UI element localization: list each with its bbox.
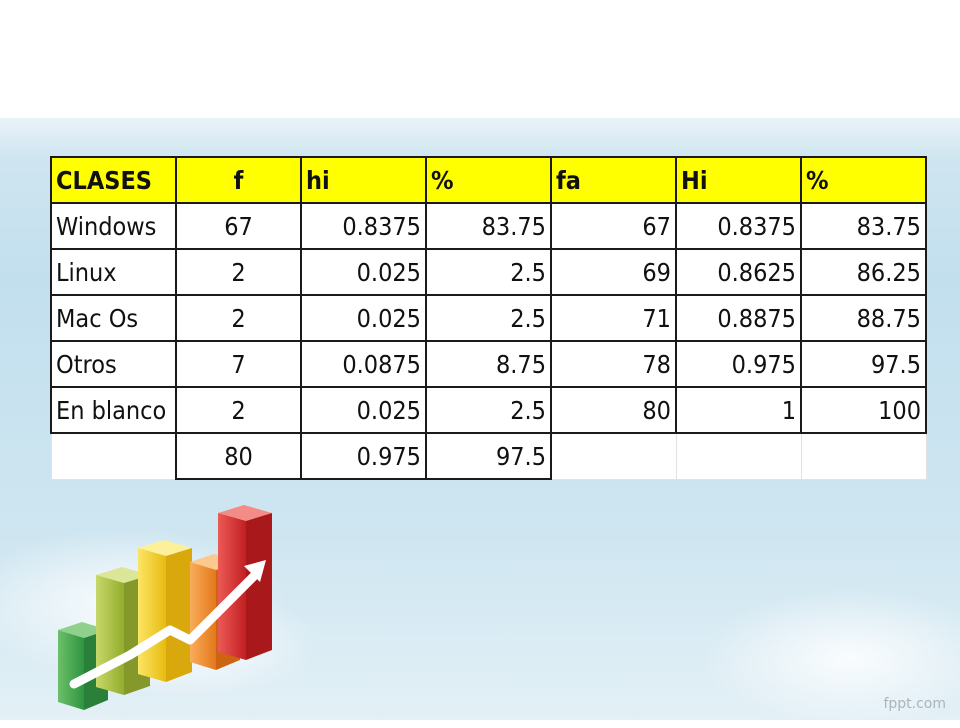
blank-cell (550, 432, 677, 480)
value-cell: 2.5 (425, 386, 552, 434)
header-cell: f (175, 156, 302, 204)
frequency-table: CLASES f hi % fa Hi % Windows 67 0.8375 … (50, 156, 927, 480)
value-cell: 69 (550, 248, 677, 296)
value-cell: 0.975 (675, 340, 802, 388)
blank-cell (800, 432, 927, 480)
value-cell: 0.025 (300, 248, 427, 296)
value-cell: 2 (175, 386, 302, 434)
blank-cell (50, 432, 177, 480)
header-cell: % (425, 156, 552, 204)
value-cell: 2.5 (425, 294, 552, 342)
class-cell: Windows (50, 202, 177, 250)
table-header-row: CLASES f hi % fa Hi % (50, 156, 927, 204)
header-cell: CLASES (50, 156, 177, 204)
blank-cell (675, 432, 802, 480)
total-cell: 80 (175, 432, 302, 480)
value-cell: 0.8375 (300, 202, 427, 250)
totals-row: 80 0.975 97.5 (50, 432, 927, 480)
value-cell: 2 (175, 294, 302, 342)
value-cell: 2 (175, 248, 302, 296)
value-cell: 71 (550, 294, 677, 342)
value-cell: 0.8625 (675, 248, 802, 296)
watermark: fppt.com (883, 696, 946, 712)
cloud (60, 588, 320, 698)
class-cell: Otros (50, 340, 177, 388)
value-cell: 2.5 (425, 248, 552, 296)
header-cell: hi (300, 156, 427, 204)
class-cell: Mac Os (50, 294, 177, 342)
total-cell: 97.5 (425, 432, 552, 480)
value-cell: 83.75 (425, 202, 552, 250)
value-cell: 67 (550, 202, 677, 250)
value-cell: 100 (800, 386, 927, 434)
value-cell: 67 (175, 202, 302, 250)
header-cell: fa (550, 156, 677, 204)
table-row: Otros 7 0.0875 8.75 78 0.975 97.5 (50, 340, 927, 388)
class-cell: En blanco (50, 386, 177, 434)
header-cell: % (800, 156, 927, 204)
header-cell: Hi (675, 156, 802, 204)
value-cell: 7 (175, 340, 302, 388)
table-row: Windows 67 0.8375 83.75 67 0.8375 83.75 (50, 202, 927, 250)
value-cell: 97.5 (800, 340, 927, 388)
value-cell: 80 (550, 386, 677, 434)
value-cell: 0.0875 (300, 340, 427, 388)
table-row: Mac Os 2 0.025 2.5 71 0.8875 88.75 (50, 294, 927, 342)
cloud (700, 588, 960, 728)
value-cell: 0.025 (300, 294, 427, 342)
value-cell: 0.8375 (675, 202, 802, 250)
table-row: En blanco 2 0.025 2.5 80 1 100 (50, 386, 927, 434)
class-cell: Linux (50, 248, 177, 296)
total-cell: 0.975 (300, 432, 427, 480)
table-row: Linux 2 0.025 2.5 69 0.8625 86.25 (50, 248, 927, 296)
value-cell: 8.75 (425, 340, 552, 388)
value-cell: 86.25 (800, 248, 927, 296)
value-cell: 0.025 (300, 386, 427, 434)
value-cell: 83.75 (800, 202, 927, 250)
value-cell: 1 (675, 386, 802, 434)
value-cell: 88.75 (800, 294, 927, 342)
value-cell: 0.8875 (675, 294, 802, 342)
value-cell: 78 (550, 340, 677, 388)
